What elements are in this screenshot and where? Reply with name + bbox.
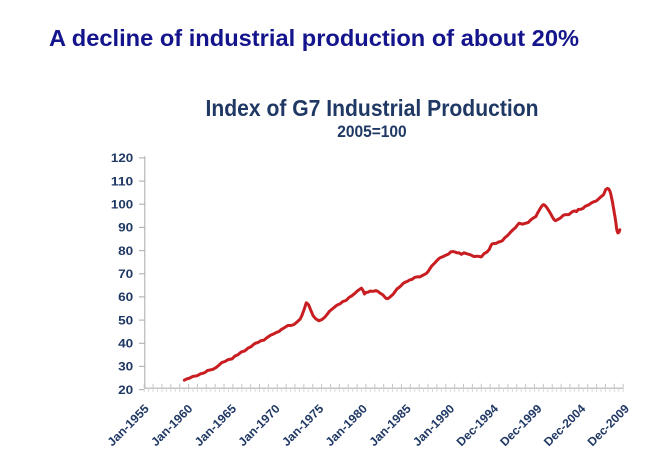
svg-text:Jan-1955: Jan-1955 (104, 401, 152, 449)
svg-text:Jan-1970: Jan-1970 (235, 401, 283, 449)
svg-text:40: 40 (118, 337, 133, 351)
svg-text:90: 90 (118, 221, 133, 235)
svg-text:Jan-1960: Jan-1960 (148, 401, 196, 449)
svg-text:Dec-2009: Dec-2009 (585, 401, 633, 449)
svg-text:80: 80 (118, 244, 133, 258)
svg-text:A decline of industrial produc: A decline of industrial production of ab… (49, 25, 579, 51)
svg-text:Dec-1994: Dec-1994 (454, 401, 502, 449)
svg-text:Jan-1980: Jan-1980 (323, 401, 371, 449)
svg-text:20: 20 (118, 383, 133, 397)
svg-text:60: 60 (118, 290, 133, 304)
svg-text:2005=100: 2005=100 (337, 123, 407, 141)
svg-text:70: 70 (118, 267, 133, 281)
svg-text:50: 50 (118, 313, 133, 327)
svg-text:Jan-1990: Jan-1990 (410, 401, 458, 449)
svg-text:100: 100 (111, 198, 134, 212)
svg-text:110: 110 (111, 174, 134, 188)
svg-text:Jan-1985: Jan-1985 (366, 401, 414, 449)
svg-text:Index of G7 Industrial Product: Index of G7 Industrial Production (206, 95, 539, 121)
svg-text:Dec-2004: Dec-2004 (541, 401, 589, 449)
svg-text:120: 120 (111, 151, 134, 165)
svg-text:Dec-1999: Dec-1999 (497, 401, 545, 449)
svg-text:30: 30 (118, 360, 133, 374)
svg-text:Jan-1965: Jan-1965 (192, 401, 240, 449)
svg-text:Jan-1975: Jan-1975 (279, 401, 327, 449)
